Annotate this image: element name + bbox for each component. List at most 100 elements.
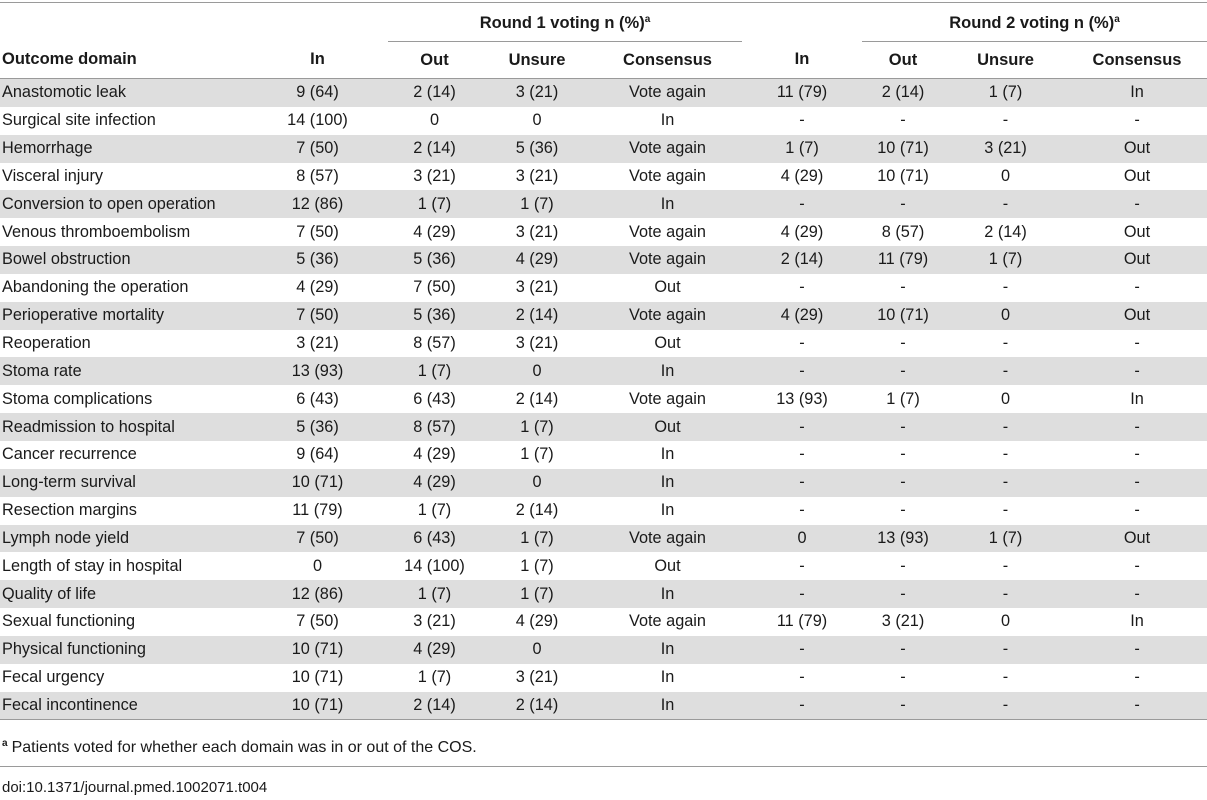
- r2-in-cell: 4 (29): [780, 222, 824, 241]
- round1-header: Round 1 voting n (%)a: [388, 4, 743, 42]
- footnote-marker: a: [644, 14, 651, 25]
- r2-unsure-cell: 3 (21): [944, 134, 1068, 163]
- r1-unsure-cell: 1 (7): [481, 524, 593, 553]
- outcome-domain-cell: Length of stay in hospital: [2, 556, 183, 575]
- r1-in-cell: 7 (50): [296, 612, 339, 631]
- r2-unsure-cell: -: [1002, 445, 1009, 464]
- r1-unsure-cell: 3 (21): [515, 334, 559, 353]
- r2-out-cell: 10 (71): [862, 301, 945, 330]
- header-spacer: [0, 4, 247, 42]
- r1-unsure-cell: 2 (14): [515, 501, 559, 520]
- r1-consensus-cell: In: [593, 468, 743, 497]
- outcome-domain-cell: Readmission to hospital: [0, 413, 247, 441]
- r1-out-cell: 6 (43): [413, 389, 456, 408]
- column-header-r2-consensus: Consensus: [1067, 41, 1207, 79]
- r1-out-cell: 4 (29): [388, 468, 481, 497]
- r1-out-cell: 1 (7): [417, 501, 452, 520]
- table-row: Length of stay in hospital 0 14 (100) 1 (7)…: [0, 552, 1207, 580]
- r2-unsure-cell: -: [1002, 556, 1009, 575]
- r2-consensus-cell: -: [1067, 468, 1207, 497]
- round2-header: Round 2 voting n (%)a: [862, 4, 1207, 42]
- r1-consensus-cell: In: [660, 501, 675, 520]
- r1-out-cell: 3 (21): [413, 612, 456, 631]
- r2-in-cell: 4 (29): [780, 166, 824, 185]
- r1-unsure-cell: 2 (14): [481, 301, 593, 330]
- r2-consensus-cell: -: [1134, 278, 1140, 297]
- table-body: Anastomotic leak 9 (64) 2 (14) 3 (21) Vote a…: [0, 78, 1207, 721]
- r1-consensus-cell: Vote again: [593, 524, 743, 553]
- round1-label: Round 1 voting n (%): [479, 14, 645, 32]
- outcome-domain-cell: Anastomotic leak: [0, 78, 247, 107]
- r1-out-cell: 6 (43): [388, 524, 481, 553]
- r2-out-cell: 3 (21): [881, 612, 925, 631]
- outcome-domain-cell: Long-term survival: [0, 468, 247, 497]
- r2-out-cell: -: [862, 635, 945, 664]
- r1-out-cell: 7 (50): [413, 278, 456, 297]
- r1-in-cell: 13 (93): [247, 357, 388, 386]
- r2-out-cell: -: [900, 445, 906, 464]
- table-row: Bowel obstruction 5 (36) 5 (36) 4 (29) Vote …: [0, 246, 1207, 274]
- r1-in-cell: 7 (50): [296, 222, 339, 241]
- r2-consensus-cell: -: [1067, 691, 1207, 721]
- r2-consensus-cell: Out: [1067, 524, 1207, 553]
- table-row: Readmission to hospital 5 (36) 8 (57) 1 (7)…: [0, 413, 1207, 441]
- r2-consensus-cell: -: [1067, 190, 1207, 219]
- r2-unsure-cell: 1 (7): [944, 524, 1068, 553]
- round2-label: Round 2 voting n (%): [949, 14, 1115, 32]
- r1-out-cell: 8 (57): [413, 334, 456, 353]
- outcome-domain-cell: Visceral injury: [2, 166, 104, 185]
- r1-consensus-cell: Out: [654, 278, 681, 297]
- table-row: Venous thromboembolism 7 (50) 4 (29) 3 (21)…: [0, 218, 1207, 246]
- table-row: Long-term survival 10 (71) 4 (29) 0 In - - - -: [0, 468, 1207, 497]
- r2-in-cell: -: [742, 190, 863, 219]
- outcome-domain-cell: Sexual functioning: [2, 612, 136, 631]
- r2-unsure-cell: -: [1002, 334, 1009, 353]
- r2-out-cell: 10 (71): [862, 134, 945, 163]
- table-row: Cancer recurrence 9 (64) 4 (29) 1 (7) In - - - -: [0, 441, 1207, 469]
- r1-unsure-cell: 1 (7): [520, 556, 554, 575]
- r1-in-cell: 5 (36): [247, 413, 388, 441]
- r1-consensus-cell: Vote again: [593, 301, 743, 330]
- r1-consensus-cell: Vote again: [629, 166, 706, 185]
- table-row: Anastomotic leak 9 (64) 2 (14) 3 (21) Vote a…: [0, 78, 1207, 107]
- r1-out-cell: 1 (7): [388, 580, 481, 609]
- outcome-domain-cell: Conversion to open operation: [0, 190, 247, 219]
- r1-unsure-cell: 1 (7): [520, 445, 554, 464]
- r2-unsure-cell: 0: [944, 301, 1068, 330]
- r1-out-cell: 4 (29): [413, 445, 456, 464]
- r1-in-cell: 4 (29): [296, 278, 339, 297]
- r1-out-cell: 4 (29): [413, 222, 456, 241]
- r1-out-cell: 2 (14): [388, 691, 481, 721]
- r1-in-cell: 7 (50): [247, 524, 388, 553]
- outcome-domain-cell: Fecal urgency: [2, 668, 105, 687]
- r2-consensus-cell: Out: [1067, 301, 1207, 330]
- r1-in-cell: 10 (71): [247, 468, 388, 497]
- r1-unsure-cell: 1 (7): [481, 580, 593, 609]
- r1-out-cell: 1 (7): [388, 357, 481, 386]
- r1-consensus-cell: Vote again: [593, 246, 743, 274]
- r2-out-cell: -: [900, 278, 906, 297]
- r2-out-cell: 13 (93): [862, 524, 945, 553]
- top-rule: [0, 2, 1207, 3]
- r2-unsure-cell: -: [944, 413, 1068, 441]
- table-row: Stoma rate 13 (93) 1 (7) 0 In - - - -: [0, 357, 1207, 386]
- r2-in-cell: 11 (79): [742, 78, 863, 107]
- r1-in-cell: 12 (86): [247, 190, 388, 219]
- r2-unsure-cell: -: [1002, 111, 1009, 130]
- r1-consensus-cell: Vote again: [629, 389, 706, 408]
- r1-consensus-cell: In: [593, 357, 743, 386]
- r1-unsure-cell: 0: [532, 111, 542, 130]
- column-header-r2-unsure: Unsure: [944, 41, 1068, 79]
- r2-unsure-cell: -: [944, 691, 1068, 721]
- r2-in-cell: -: [742, 413, 863, 441]
- r1-in-cell: 3 (21): [296, 334, 339, 353]
- r1-in-cell: 9 (64): [247, 78, 388, 107]
- r2-in-cell: -: [799, 278, 805, 297]
- r2-out-cell: -: [900, 334, 906, 353]
- r2-in-cell: 4 (29): [742, 301, 863, 330]
- outcome-domain-cell: Reoperation: [2, 334, 91, 353]
- r2-in-cell: 13 (93): [776, 389, 828, 408]
- r1-unsure-cell: 1 (7): [481, 190, 593, 219]
- r1-out-cell: 4 (29): [388, 635, 481, 664]
- header-spacer: [247, 4, 388, 42]
